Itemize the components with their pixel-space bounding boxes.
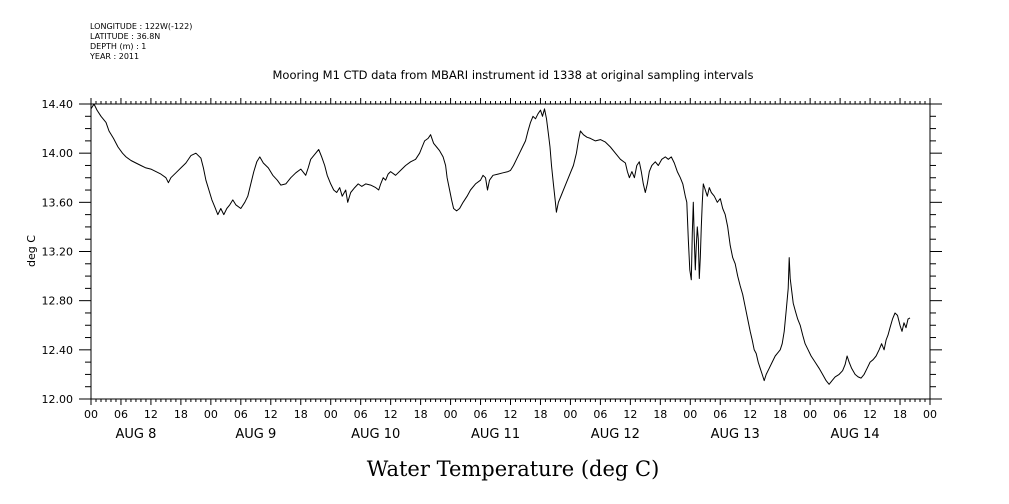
x-tick-label: 06 [713,408,727,421]
water-temperature-series [90,103,911,385]
y-tick-label: 12.00 [42,393,74,406]
axis-ticks [79,98,942,405]
x-tick-label: 06 [833,408,847,421]
day-label: AUG 10 [351,427,400,442]
y-tick-label: 14.40 [42,98,74,111]
day-label: AUG 13 [711,427,760,442]
day-label: AUG 14 [831,427,880,442]
bottom-title: Water Temperature (deg C) [367,457,660,481]
x-tick-label: 12 [743,408,757,421]
y-axis-label: deg C [25,235,38,267]
x-tick-label: 12 [863,408,877,421]
x-tick-label: 18 [294,408,308,421]
x-tick-label: 00 [683,408,697,421]
plot-frame [90,103,931,400]
x-tick-label: 00 [803,408,817,421]
x-tick-label: 18 [653,408,667,421]
longitude-label: LONGITUDE : 122W(-122) [90,22,193,31]
x-tick-labels: 00 06 12 18 00 06 12 18 00 06 12 18 00 06 12 18 00 06 12 18… [84,408,937,421]
x-tick-label: 12 [504,408,518,421]
x-tick-label: 18 [174,408,188,421]
day-label: AUG 9 [235,427,276,442]
y-tick-label: 13.20 [42,246,74,259]
x-tick-label: 12 [384,408,398,421]
day-label: AUG 12 [591,427,640,442]
x-tick-label: 00 [204,408,218,421]
x-tick-label: 18 [773,408,787,421]
x-tick-label: 06 [593,408,607,421]
depth-label: DEPTH (m) : 1 [90,42,147,51]
y-tick-label: 12.40 [42,344,74,357]
x-tick-label: 06 [114,408,128,421]
x-tick-label: 06 [474,408,488,421]
metadata-block: LONGITUDE : 122W(-122) LATITUDE : 36.8N … [90,22,192,62]
day-label: AUG 8 [116,427,157,442]
x-tick-label: 12 [144,408,158,421]
x-tick-label: 00 [444,408,458,421]
latitude-label: LATITUDE : 36.8N [90,32,161,41]
x-tick-label: 06 [354,408,368,421]
x-tick-label: 06 [234,408,248,421]
x-tick-label: 18 [414,408,428,421]
x-tick-label: 00 [563,408,577,421]
x-tick-label: 00 [84,408,98,421]
x-tick-label: 12 [623,408,637,421]
day-label: AUG 11 [471,427,520,442]
x-tick-label: 00 [923,408,937,421]
y-tick-label: 14.00 [42,147,74,160]
chart-title: Mooring M1 CTD data from MBARI instrumen… [273,68,754,82]
day-labels: AUG 8 AUG 9 AUG 10 AUG 11 AUG 12 AUG 13 AUG 14 [116,427,880,442]
x-tick-label: 00 [324,408,338,421]
x-tick-label: 18 [533,408,547,421]
y-tick-label: 13.60 [42,196,74,209]
y-tick-label: 12.80 [42,295,74,308]
x-tick-label: 18 [893,408,907,421]
year-label: YEAR : 2011 [90,52,140,61]
y-tick-labels: 12.00 12.40 12.80 13.20 13.60 14.00 14.40 [42,98,74,406]
x-tick-label: 12 [264,408,278,421]
